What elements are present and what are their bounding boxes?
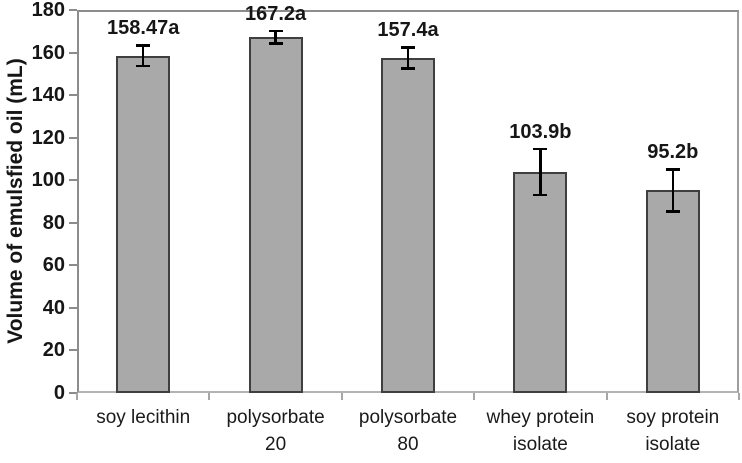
bar-value-label: 167.2a xyxy=(245,2,307,25)
y-tick-label: 60 xyxy=(42,254,65,277)
y-tick-label: 120 xyxy=(31,126,65,149)
y-tick-mark xyxy=(69,349,77,352)
error-bar-top-cap xyxy=(533,147,548,151)
bar xyxy=(513,171,568,393)
x-tick-mark xyxy=(340,393,343,400)
y-tick-label: 140 xyxy=(31,84,65,107)
x-tick-mark xyxy=(76,393,78,400)
x-tick-mark xyxy=(605,393,608,400)
y-tick-label: 160 xyxy=(31,41,65,64)
y-tick-mark xyxy=(69,221,77,224)
error-bar-top-cap xyxy=(401,46,415,49)
bar-value-label: 103.9b xyxy=(509,120,572,143)
y-tick-label: 180 xyxy=(31,0,65,21)
category-label: polysorbate 20 xyxy=(226,407,325,455)
y-tick-mark xyxy=(69,179,77,182)
category-label: polysorbate 80 xyxy=(358,407,458,455)
x-tick-mark xyxy=(208,393,211,400)
y-tick-label: 40 xyxy=(42,296,65,319)
y-tick-label: 0 xyxy=(53,382,65,404)
error-bar-bottom-cap xyxy=(268,42,283,45)
y-tick-label: 80 xyxy=(42,211,65,234)
bar xyxy=(116,55,171,393)
bar-value-label: 157.4a xyxy=(377,19,439,42)
error-bar xyxy=(671,169,675,212)
x-tick-mark xyxy=(473,393,476,400)
bar-value-label: 158.47a xyxy=(107,17,180,40)
error-bar-bottom-cap xyxy=(401,67,415,70)
y-tick-mark xyxy=(69,51,77,54)
category-label: whey protein isolate xyxy=(486,407,595,455)
y-tick-mark xyxy=(69,306,77,309)
error-bar-top-cap xyxy=(268,29,283,33)
error-bar-bottom-cap xyxy=(136,64,151,68)
y-tick-mark xyxy=(69,264,77,267)
error-bar xyxy=(539,148,542,196)
error-bar-top-cap xyxy=(665,168,680,171)
bar xyxy=(248,37,303,393)
y-tick-mark xyxy=(69,9,77,11)
category-label: soy lecithin xyxy=(96,407,191,428)
error-bar-top-cap xyxy=(136,44,151,47)
y-tick-label: 100 xyxy=(31,169,65,192)
y-tick-mark xyxy=(69,136,77,139)
bar xyxy=(381,58,435,393)
bar xyxy=(645,190,700,393)
error-bar xyxy=(141,45,145,67)
category-label: soy protein isolate xyxy=(626,407,720,455)
error-bar xyxy=(406,47,410,69)
error-bar-bottom-cap xyxy=(665,210,680,213)
x-tick-mark xyxy=(738,393,740,400)
y-tick-mark xyxy=(69,392,77,394)
bar-value-label: 95.2b xyxy=(647,141,699,164)
y-tick-label: 20 xyxy=(42,339,65,362)
error-bar-bottom-cap xyxy=(533,193,548,197)
error-bar xyxy=(274,30,277,44)
y-tick-mark xyxy=(69,94,77,97)
